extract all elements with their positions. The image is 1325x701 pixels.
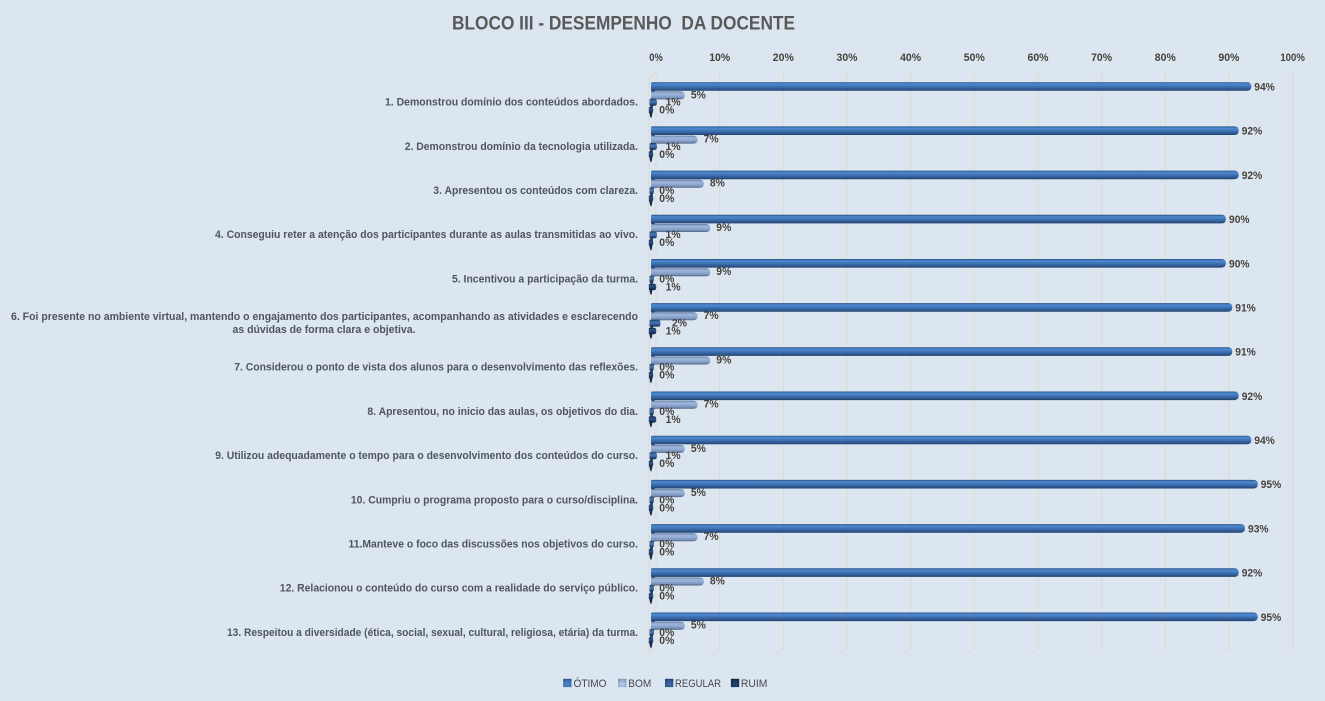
svg-text:0%: 0%	[659, 591, 674, 603]
svg-text:as dúvidas de forma clara e ob: as dúvidas de forma clara e objetiva.	[233, 324, 416, 336]
svg-text:1%: 1%	[666, 281, 681, 293]
svg-text:0%: 0%	[659, 237, 674, 249]
svg-text:91%: 91%	[1235, 302, 1256, 314]
svg-text:91%: 91%	[1235, 347, 1256, 359]
svg-text:1. Demonstrou domínio dos cont: 1. Demonstrou domínio dos conteúdos abor…	[385, 97, 638, 109]
svg-text:0%: 0%	[659, 273, 674, 285]
svg-text:0%: 0%	[659, 494, 674, 506]
svg-text:92%: 92%	[1242, 391, 1263, 403]
svg-text:1%: 1%	[666, 450, 681, 462]
svg-text:REGULAR: REGULAR	[675, 678, 721, 690]
svg-text:10. Cumpriu o programa propost: 10. Cumpriu o programa proposto para o c…	[351, 494, 638, 506]
svg-text:6. Foi presente no ambiente vi: 6. Foi presente no ambiente virtual, man…	[11, 311, 638, 323]
svg-text:5. Incentivou a participação d: 5. Incentivou a participação da turma.	[452, 273, 638, 285]
svg-text:7%: 7%	[704, 310, 719, 322]
svg-text:8%: 8%	[710, 575, 725, 587]
svg-text:1%: 1%	[666, 326, 681, 338]
svg-text:70%: 70%	[1091, 52, 1112, 64]
svg-text:4. Conseguiu reter a atenção d: 4. Conseguiu reter a atenção dos partici…	[215, 229, 638, 241]
svg-text:12. Relacionou o conteúdo do c: 12. Relacionou o conteúdo do curso com a…	[280, 583, 638, 595]
svg-text:92%: 92%	[1242, 126, 1263, 138]
svg-text:50%: 50%	[964, 52, 985, 64]
svg-text:40%: 40%	[900, 52, 921, 64]
svg-text:0%: 0%	[659, 362, 674, 374]
svg-text:0%: 0%	[659, 502, 674, 514]
svg-text:80%: 80%	[1155, 52, 1176, 64]
svg-text:0%: 0%	[659, 149, 674, 161]
svg-text:0%: 0%	[659, 547, 674, 559]
svg-text:7%: 7%	[704, 531, 719, 543]
svg-text:7. Considerou o ponto de vista: 7. Considerou o ponto de vista dos aluno…	[234, 362, 638, 374]
svg-text:9%: 9%	[716, 266, 731, 278]
svg-text:95%: 95%	[1261, 479, 1282, 491]
svg-text:0%: 0%	[659, 539, 674, 551]
svg-text:ÓTIMO: ÓTIMO	[574, 677, 607, 690]
svg-text:20%: 20%	[773, 52, 794, 64]
svg-text:2. Demonstrou domínio da tecno: 2. Demonstrou domínio da tecnologia util…	[405, 141, 638, 153]
svg-text:0%: 0%	[659, 458, 674, 470]
svg-text:92%: 92%	[1242, 568, 1263, 580]
svg-text:0%: 0%	[659, 627, 674, 639]
svg-text:0%: 0%	[659, 583, 674, 595]
svg-text:30%: 30%	[837, 52, 858, 64]
svg-text:60%: 60%	[1028, 52, 1049, 64]
svg-text:1%: 1%	[666, 141, 681, 153]
svg-text:92%: 92%	[1242, 170, 1263, 182]
svg-text:1%: 1%	[666, 414, 681, 426]
svg-text:BOM: BOM	[628, 678, 651, 690]
svg-text:90%: 90%	[1229, 214, 1250, 226]
svg-text:7%: 7%	[704, 399, 719, 411]
svg-text:90%: 90%	[1229, 258, 1250, 270]
svg-text:94%: 94%	[1254, 435, 1275, 447]
svg-text:0%: 0%	[659, 406, 674, 418]
svg-text:93%: 93%	[1248, 523, 1269, 535]
svg-text:RUIM: RUIM	[741, 678, 768, 690]
svg-text:5%: 5%	[691, 487, 706, 499]
svg-text:1%: 1%	[666, 229, 681, 241]
svg-text:2%: 2%	[672, 318, 687, 330]
svg-text:7%: 7%	[704, 134, 719, 146]
svg-text:3. Apresentou os conteúdos com: 3. Apresentou os conteúdos com clareza.	[433, 185, 638, 197]
svg-text:5%: 5%	[691, 89, 706, 101]
svg-text:0%: 0%	[659, 370, 674, 382]
svg-text:11.Manteve o foco das discussõ: 11.Manteve o foco das discussões nos obj…	[349, 539, 639, 551]
svg-text:10%: 10%	[709, 52, 730, 64]
svg-text:95%: 95%	[1261, 612, 1282, 624]
svg-text:0%: 0%	[659, 635, 674, 647]
svg-text:94%: 94%	[1254, 82, 1275, 94]
svg-text:0%: 0%	[649, 52, 663, 64]
svg-text:9%: 9%	[716, 354, 731, 366]
svg-text:8. Apresentou, no inicio das a: 8. Apresentou, no inicio das aulas, os o…	[367, 406, 638, 418]
svg-text:5%: 5%	[691, 443, 706, 455]
svg-text:9. Utilizou adequadamente o te: 9. Utilizou adequadamente o tempo para o…	[215, 450, 638, 462]
svg-text:0%: 0%	[659, 185, 674, 197]
svg-text:0%: 0%	[659, 105, 674, 117]
svg-text:5%: 5%	[691, 620, 706, 632]
svg-text:8%: 8%	[710, 178, 725, 190]
svg-text:90%: 90%	[1218, 52, 1239, 64]
svg-text:100%: 100%	[1280, 52, 1305, 64]
svg-text:1%: 1%	[666, 97, 681, 109]
svg-text:0%: 0%	[659, 193, 674, 205]
svg-text:BLOCO III - DESEMPENHO DA DOC: BLOCO III - DESEMPENHO DA DOCENTE	[452, 13, 795, 35]
svg-text:9%: 9%	[716, 222, 731, 234]
svg-text:13. Respeitou a diversidade (é: 13. Respeitou a diversidade (ética, soci…	[227, 627, 638, 639]
